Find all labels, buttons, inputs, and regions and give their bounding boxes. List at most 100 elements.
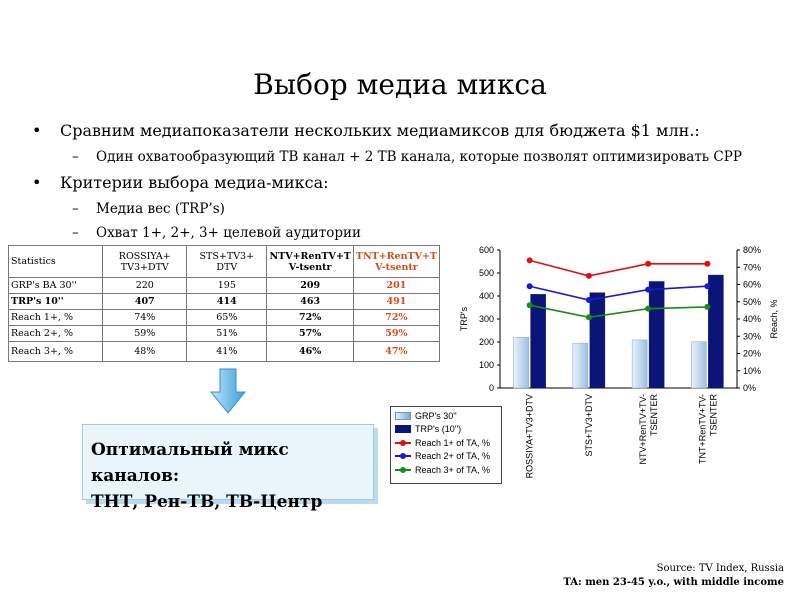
optimal-mix-box: Оптимальный микс каналов: ТНТ, Рен-ТВ, Т… bbox=[82, 424, 374, 512]
slide-title: Выбор медиа микса bbox=[253, 68, 547, 101]
legend-swatch-grp bbox=[395, 411, 411, 420]
bar-grp bbox=[631, 339, 648, 389]
cell: 47% bbox=[352, 341, 441, 362]
cell: 491 bbox=[352, 293, 441, 310]
cell: 407 bbox=[102, 293, 188, 310]
bullet-criteria: Критерии выбора медиа-микса: bbox=[30, 172, 770, 194]
y-tick-label-left: 100 bbox=[479, 360, 494, 370]
point-reach-3 bbox=[526, 302, 533, 309]
y-tick-label-left: 400 bbox=[479, 291, 494, 301]
header-statistics: Statistics bbox=[7, 245, 104, 278]
cell: 46% bbox=[266, 341, 354, 362]
y-tick-label-left: 500 bbox=[479, 268, 494, 278]
cell: 51% bbox=[186, 325, 268, 342]
series-line-reach-2 bbox=[529, 285, 708, 301]
row-label: Reach 2+, % bbox=[7, 325, 104, 342]
x-tick-label-text: STS+TV3+DTV bbox=[584, 394, 594, 457]
header-mix-3: NTV+RenTV+T V-tsentr bbox=[266, 245, 354, 278]
table-row: Reach 2+, % 59% 51% 57% 59% bbox=[7, 325, 441, 342]
point-reach-2 bbox=[526, 283, 533, 290]
sub-bullet-reach: Охват 1+, 2+, 3+ целевой аудитории bbox=[30, 224, 770, 242]
x-tick-label-text: TNT+RenTV+TV-TSENTER bbox=[697, 394, 718, 465]
cell: 209 bbox=[266, 277, 354, 294]
legend-item: Reach 3+ of TA, % bbox=[395, 463, 497, 477]
legend-item: Reach 2+ of TA, % bbox=[395, 450, 497, 464]
y-tick-label-right: 0% bbox=[743, 383, 756, 393]
y-tick-label-left: 600 bbox=[479, 245, 494, 255]
chart-legend: GRP's 30'' TRP's (10'') Reach 1+ of TA, … bbox=[390, 406, 502, 484]
bar-trp bbox=[530, 294, 546, 389]
legend-label: Reach 3+ of TA, % bbox=[415, 464, 490, 475]
bullet-compare: Сравним медиапоказатели нескольких медиа… bbox=[30, 120, 770, 142]
row-label: TRP's 10'' bbox=[7, 293, 104, 310]
header-mix-4: TNT+RenTV+T V-tsentr bbox=[352, 245, 441, 278]
chart-lines bbox=[526, 257, 711, 321]
y-axis-label-right: Reach, % bbox=[769, 299, 779, 338]
cell: 48% bbox=[102, 341, 188, 362]
x-tick-label: NTV+RenTV+TV-TSENTER bbox=[638, 394, 659, 465]
cell: 72% bbox=[266, 309, 354, 326]
legend-swatch-reach2 bbox=[395, 452, 411, 460]
bar-grp bbox=[691, 341, 707, 389]
optimal-mix-heading: Оптимальный микс каналов: bbox=[91, 440, 289, 486]
x-tick-label-line: TNT+RenTV+TV- bbox=[697, 394, 707, 464]
point-reach-1 bbox=[704, 260, 711, 267]
table-row: TRP's 10'' 407 414 463 491 bbox=[7, 293, 441, 310]
source-text: Source: TV Index, Russia bbox=[656, 563, 784, 574]
cell: 57% bbox=[266, 325, 354, 342]
legend-swatch-reach3 bbox=[395, 466, 411, 474]
y-tick-label-right: 40% bbox=[743, 314, 761, 324]
y-tick-label-right: 50% bbox=[743, 297, 761, 307]
legend-item: GRP's 30'' bbox=[395, 409, 497, 423]
sub-bullet-media-weight: Медиа вес (TRP’s) bbox=[30, 200, 770, 218]
point-reach-2 bbox=[585, 297, 592, 304]
x-tick-label-text: ROSSIYA+TV3+DTV bbox=[525, 394, 535, 478]
bullet-list: Сравним медиапоказатели нескольких медиа… bbox=[30, 120, 770, 248]
y-tick-label-left: 200 bbox=[479, 337, 494, 347]
legend-item: Reach 1+ of TA, % bbox=[395, 436, 497, 450]
y-tick-label-left: 300 bbox=[479, 314, 494, 324]
bar-trp bbox=[648, 281, 665, 389]
row-label: Reach 1+, % bbox=[7, 309, 104, 326]
table-row: Reach 1+, % 74% 65% 72% 72% bbox=[7, 309, 441, 326]
cell: 195 bbox=[186, 277, 268, 294]
chart-bars bbox=[513, 274, 724, 389]
source-note: Source: TV Index, Russia TA: men 23-45 y… bbox=[563, 562, 784, 590]
cell: 59% bbox=[102, 325, 188, 342]
row-label: GRP's BA 30'' bbox=[7, 277, 104, 294]
cell: 220 bbox=[102, 277, 188, 294]
legend-label: TRP's (10'') bbox=[415, 424, 462, 435]
x-tick-label-text: NTV+RenTV+TV-TSENTER bbox=[638, 394, 659, 465]
point-reach-2 bbox=[704, 283, 711, 290]
series-line-reach-3 bbox=[529, 304, 708, 319]
point-reach-1 bbox=[645, 260, 652, 267]
bar-grp bbox=[572, 342, 589, 389]
table-header-row: Statistics ROSSIYA+ TV3+DTV STS+TV3+ DTV… bbox=[7, 245, 441, 278]
y-tick-label-right: 10% bbox=[743, 366, 761, 376]
point-reach-1 bbox=[526, 257, 533, 264]
cell: 72% bbox=[352, 309, 441, 326]
series-line-reach-1 bbox=[529, 259, 708, 277]
sub-bullet-channels: Один охватообразующий ТВ канал + 2 ТВ ка… bbox=[30, 148, 770, 166]
legend-item: TRP's (10'') bbox=[395, 423, 497, 437]
point-reach-3 bbox=[704, 303, 711, 310]
legend-label: Reach 2+ of TA, % bbox=[415, 451, 490, 462]
x-tick-label: STS+TV3+DTV bbox=[584, 394, 594, 457]
cell: 65% bbox=[186, 309, 268, 326]
point-reach-3 bbox=[585, 314, 592, 321]
x-tick-label-line: NTV+RenTV+TV- bbox=[638, 394, 648, 465]
x-tick-label-line: TSENTER bbox=[649, 394, 659, 437]
chart-labels: 0 100 200 300 400 500 600 0% 10% 20% 30% 40% 50% 60% 7… bbox=[459, 245, 779, 478]
y-tick-label-left: 0 bbox=[489, 383, 494, 393]
down-arrow-icon bbox=[210, 368, 246, 414]
header-mix-1: ROSSIYA+ TV3+DTV bbox=[102, 245, 188, 278]
cell: 463 bbox=[266, 293, 354, 310]
cell: 59% bbox=[352, 325, 441, 342]
y-axis-label-left: TRP's bbox=[459, 306, 469, 331]
point-reach-3 bbox=[645, 305, 652, 312]
header-mix-2: STS+TV3+ DTV bbox=[186, 245, 268, 278]
bar-trp bbox=[708, 274, 724, 389]
point-reach-2 bbox=[645, 286, 652, 293]
table-row: Reach 3+, % 48% 41% 46% 47% bbox=[7, 341, 441, 362]
target-audience-text: TA: men 23-45 y.o., with middle income bbox=[563, 577, 784, 588]
